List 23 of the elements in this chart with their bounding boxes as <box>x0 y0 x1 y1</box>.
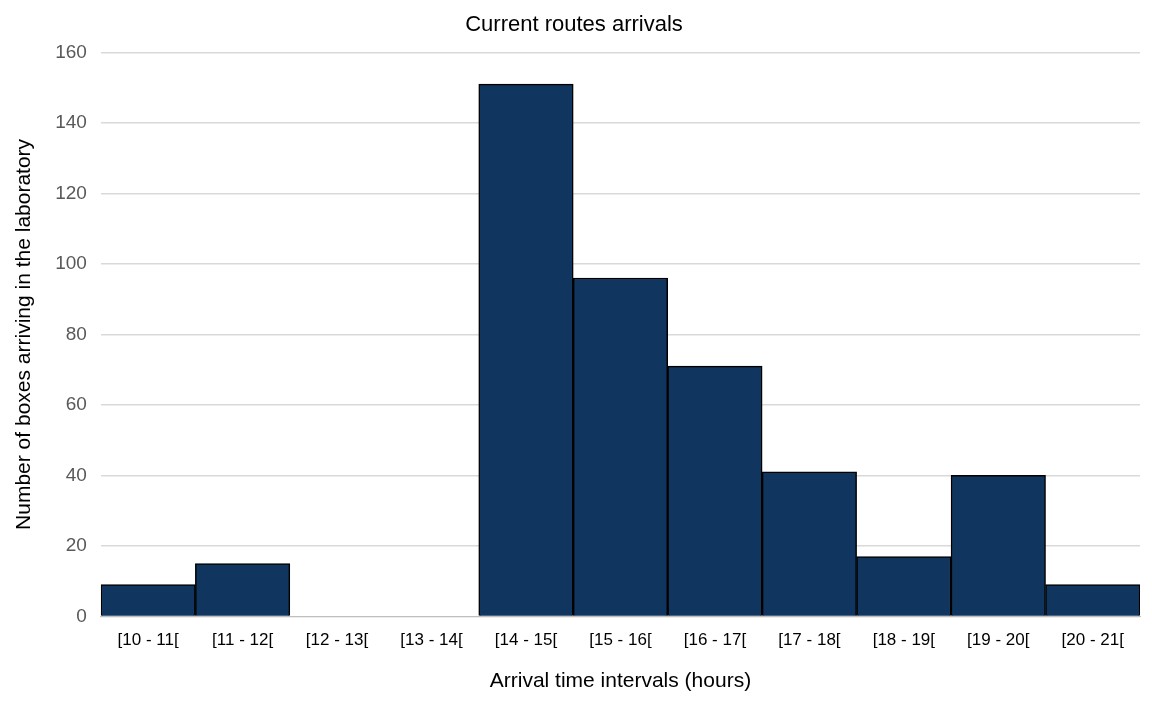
y-tick-label: 40 <box>65 463 87 485</box>
x-tick-label: [10 - 11[ <box>117 630 179 650</box>
x-tick-label: [11 - 12[ <box>212 630 274 650</box>
x-axis-title: Arrival time intervals (hours) <box>489 668 752 692</box>
x-tick-label: [16 - 17[ <box>683 630 747 650</box>
x-tick-label: [17 - 18[ <box>778 630 841 650</box>
y-tick-label: 20 <box>65 534 87 556</box>
y-tick-label: 160 <box>55 40 87 62</box>
y-tick-label: 140 <box>55 111 87 133</box>
x-tick-label: [12 - 13[ <box>305 630 369 650</box>
y-axis-title: Number of boxes arriving in the laboratory <box>11 138 35 530</box>
y-tick-label: 60 <box>65 393 87 415</box>
x-tick-label: [14 - 15[ <box>494 630 558 650</box>
x-tick-label: [18 - 19[ <box>872 630 936 650</box>
y-tick-label: 0 <box>76 604 87 626</box>
y-tick-label: 100 <box>55 252 87 274</box>
x-tick-label: [15 - 16[ <box>589 630 652 650</box>
x-tick-label: [19 - 20[ <box>967 630 1030 650</box>
chart-title: Current routes arrivals <box>465 11 683 37</box>
x-tick-label: [20 - 21[ <box>1061 630 1125 650</box>
x-tick-label: [13 - 14[ <box>400 630 463 650</box>
y-tick-label: 80 <box>65 322 87 344</box>
y-tick-label: 120 <box>55 181 87 203</box>
